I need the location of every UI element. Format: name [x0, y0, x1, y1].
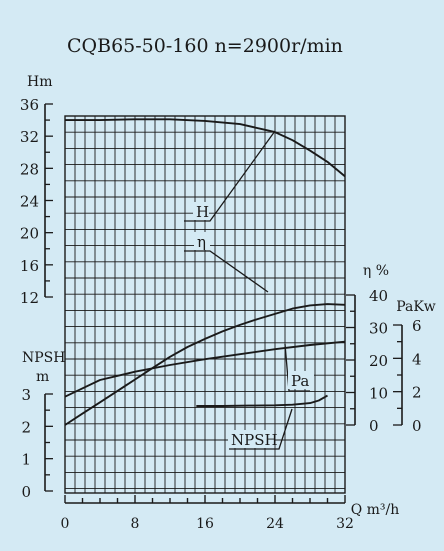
x-axis-title: Q m³/h — [351, 502, 400, 518]
efficiency-tick-label: 0 — [369, 417, 379, 435]
efficiency-tick-label: 30 — [369, 320, 388, 338]
label-NPSH-bg — [228, 430, 274, 448]
label-NPSH-leader — [229, 408, 293, 450]
curve-H — [65, 118, 346, 178]
head-tick-label: 32 — [20, 128, 39, 146]
head-tick-label: 28 — [20, 160, 39, 178]
head-axis-title: Hm — [27, 74, 52, 90]
x-tick-label: 24 — [266, 516, 284, 532]
head-tick-label: 36 — [20, 96, 39, 114]
npsh-tick-label: 0 — [21, 483, 31, 501]
npsh-axis-title: NPSH — [22, 350, 65, 366]
head-tick-label: 24 — [20, 193, 39, 211]
npsh-tick-label: 3 — [21, 386, 31, 404]
efficiency-tick-label: 10 — [369, 385, 388, 403]
x-tick-label: 32 — [336, 516, 354, 532]
label-Pa-leader — [284, 343, 310, 392]
x-tick-label: 0 — [61, 516, 70, 532]
x-tick-label: 8 — [131, 516, 140, 532]
label-eta-leader — [184, 250, 269, 293]
label-H-bg — [193, 202, 209, 220]
curves — [64, 118, 346, 426]
chart-title: CQB65-50-160 n=2900r/min — [67, 35, 343, 57]
head-tick-label: 16 — [20, 257, 39, 275]
axes — [44, 103, 403, 504]
label-H-leader — [184, 130, 276, 222]
npsh-axis-unit: m — [36, 369, 49, 385]
label-Pa: Pa — [291, 372, 309, 390]
curve-Pa — [64, 340, 346, 398]
grid — [64, 115, 346, 494]
label-eta-bg — [194, 232, 210, 250]
curve-NPSH — [196, 394, 328, 407]
power-tick-label: 2 — [412, 384, 422, 402]
curve-efficiency — [64, 303, 346, 426]
npsh-tick-label: 2 — [21, 418, 31, 436]
power-axis-title: PaKw — [396, 299, 436, 315]
power-tick-label: 6 — [412, 317, 422, 335]
efficiency-tick-label: 40 — [369, 287, 388, 305]
x-tick-label: 16 — [196, 516, 214, 532]
efficiency-tick-label: 20 — [369, 352, 388, 370]
label-H: H — [196, 203, 209, 221]
head-tick-label: 20 — [20, 225, 39, 243]
power-tick-label: 0 — [412, 417, 422, 435]
label-eta: η — [197, 233, 206, 251]
head-tick-label: 12 — [20, 289, 39, 307]
efficiency-axis-title: η % — [363, 263, 389, 279]
npsh-tick-label: 1 — [21, 451, 31, 469]
label-Pa-bg — [288, 371, 314, 389]
power-tick-label: 4 — [412, 350, 422, 368]
label-NPSH: NPSH — [231, 431, 278, 449]
